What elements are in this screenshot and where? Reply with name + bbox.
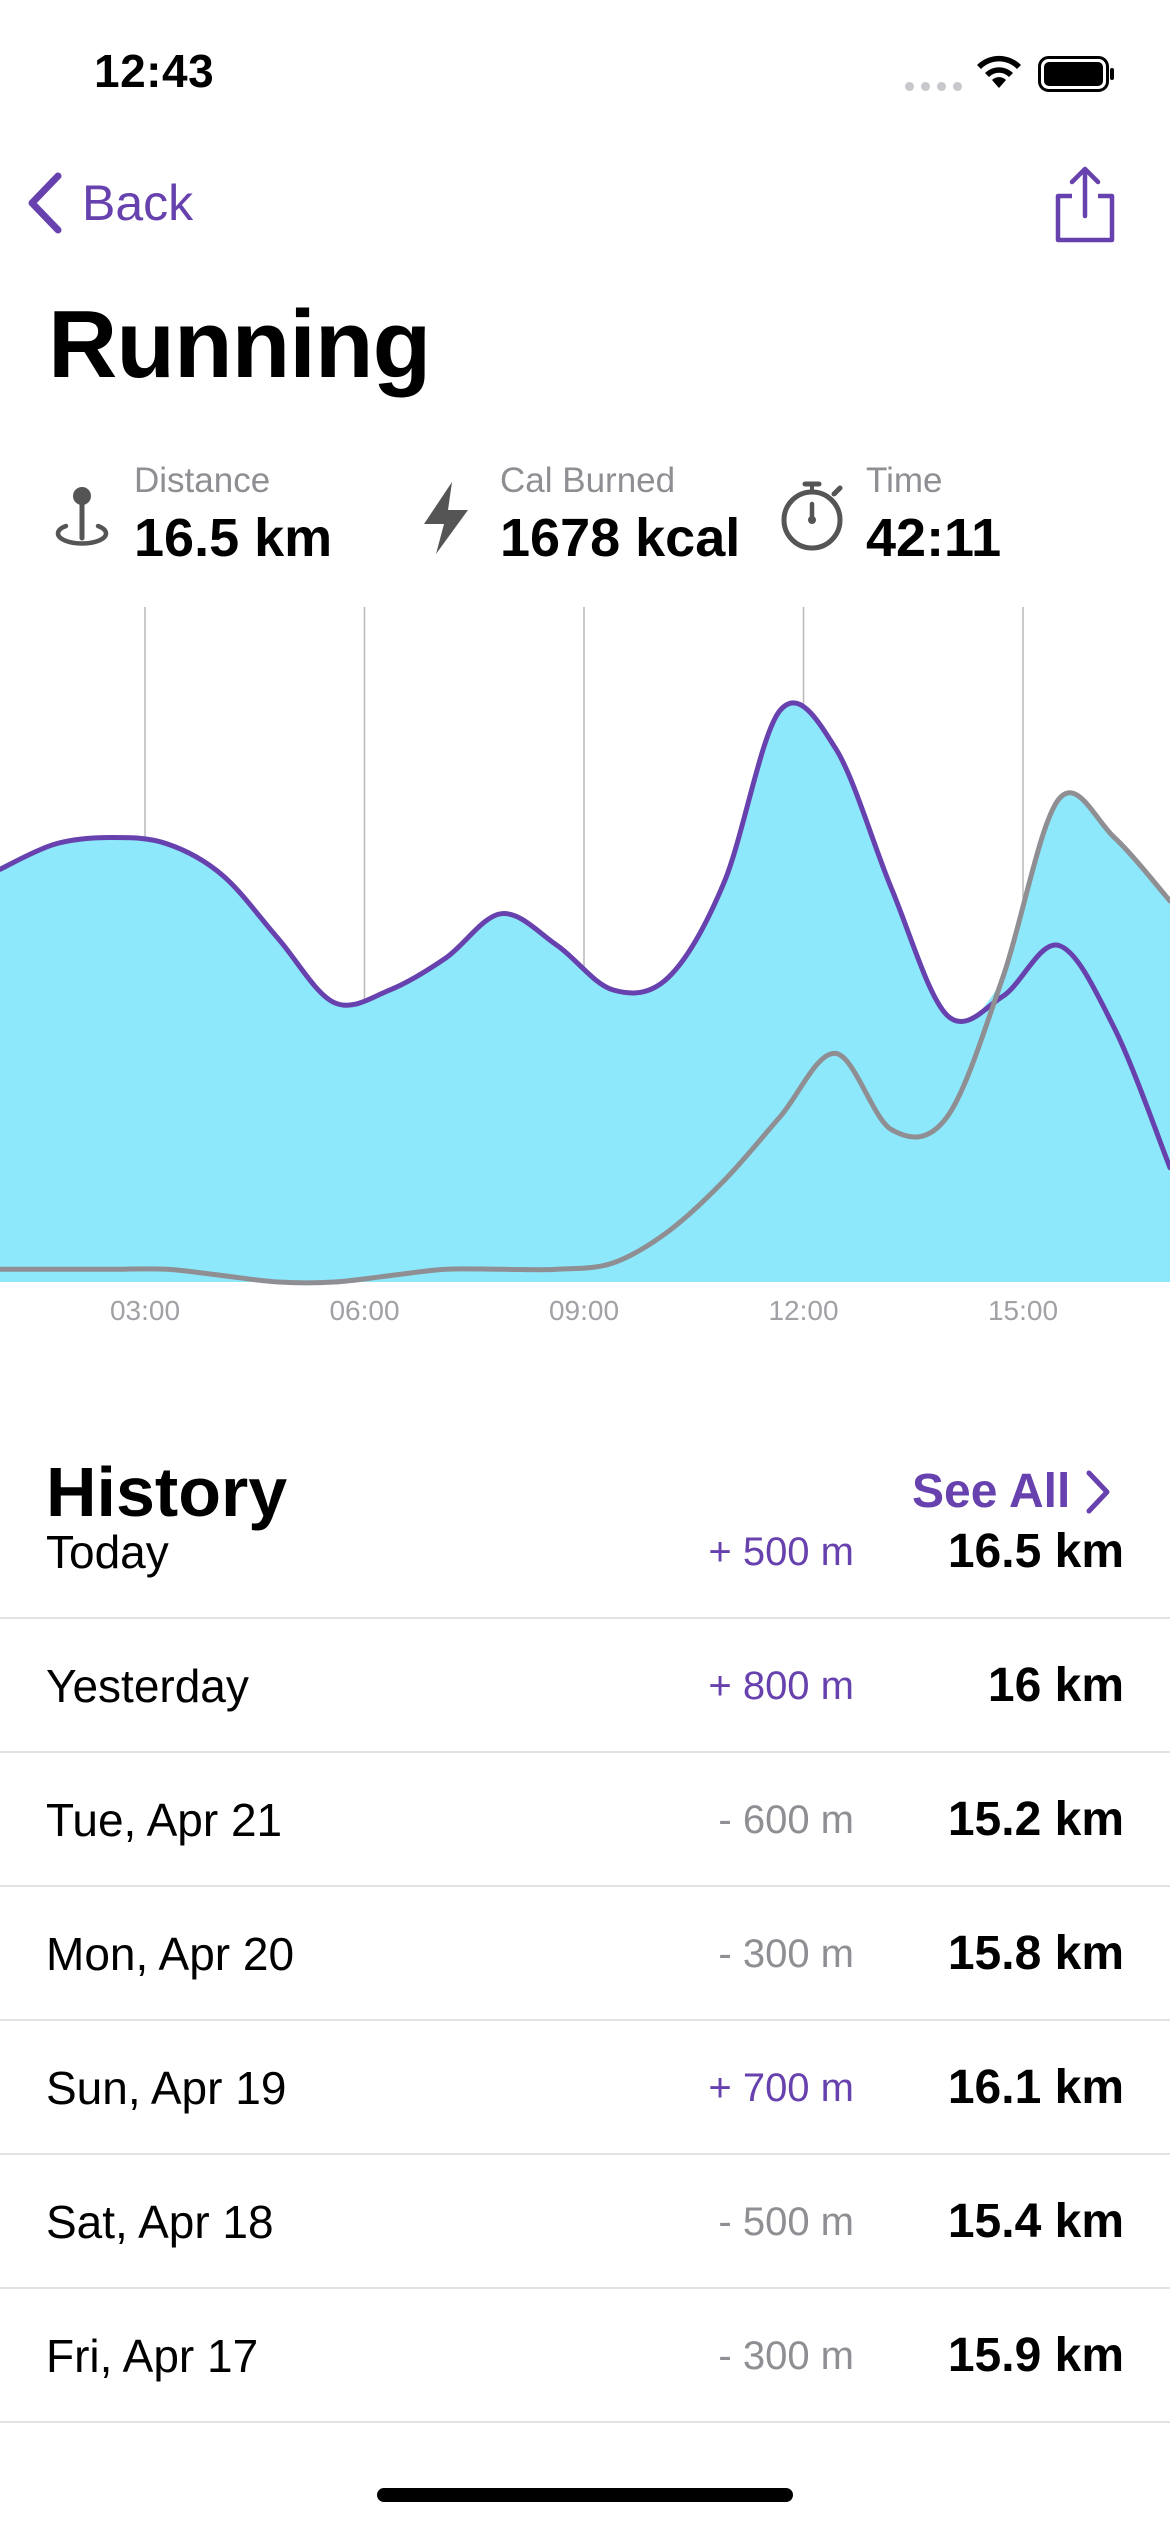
stat-distance-label: Distance xyxy=(134,461,271,500)
history-row[interactable]: Tue, Apr 21 - 600 m 15.2 km xyxy=(0,1753,1170,1887)
status-time: 12:43 xyxy=(94,45,215,97)
chevron-right-icon xyxy=(1086,1470,1110,1513)
chart-x-ticks: 03:00 06:00 09:00 12:00 15:00 xyxy=(110,1295,1058,1326)
history-row-delta: - 500 m xyxy=(718,2200,854,2244)
chart-area-fill xyxy=(0,702,1170,1282)
history-row-delta: + 500 m xyxy=(708,1530,854,1574)
history-row-distance: 15.4 km xyxy=(947,2195,1124,2248)
row-divider xyxy=(0,1751,1170,1753)
page-title: Running xyxy=(48,291,431,398)
history-row-date: Today xyxy=(46,1526,169,1578)
row-divider xyxy=(0,2153,1170,2155)
history-row-date: Mon, Apr 20 xyxy=(46,1928,295,1980)
row-divider xyxy=(0,2421,1170,2423)
row-divider xyxy=(0,2019,1170,2021)
stat-distance: Distance 16.5 km xyxy=(50,460,332,572)
share-button[interactable] xyxy=(1050,166,1120,249)
history-row-distance: 15.8 km xyxy=(947,1927,1124,1980)
chart-line-series-1 xyxy=(0,700,1170,1171)
history-title: History xyxy=(46,1453,288,1531)
history-row-date: Sat, Apr 18 xyxy=(46,2196,274,2248)
see-all-button[interactable]: See All xyxy=(912,1464,1112,1519)
history-row-distance: 15.2 km xyxy=(947,1793,1124,1846)
history-row-delta: + 700 m xyxy=(708,2066,854,2110)
home-indicator[interactable] xyxy=(377,2488,793,2502)
share-icon xyxy=(1055,166,1115,243)
stat-time-label: Time xyxy=(866,461,943,500)
cellular-signal-icon xyxy=(905,82,962,91)
running-chart: 03:00 06:00 09:00 12:00 15:00 xyxy=(0,607,1170,1326)
stat-time: Time 42:11 xyxy=(778,460,1001,570)
stat-calories: Cal Burned 1678 kcal xyxy=(418,460,740,570)
stopwatch-icon xyxy=(781,481,843,551)
stat-time-value: 42:11 xyxy=(866,508,1002,568)
x-tick-label: 06:00 xyxy=(329,1295,399,1326)
history-row-distance: 16.1 km xyxy=(947,2061,1124,2114)
chevron-left-icon xyxy=(28,172,62,234)
history-row-delta: - 300 m xyxy=(718,1932,854,1976)
chart-line-series-2 xyxy=(0,790,1170,1286)
row-divider xyxy=(0,1617,1170,1619)
battery-icon xyxy=(1038,56,1114,92)
history-row-date: Fri, Apr 17 xyxy=(46,2330,259,2382)
history-row[interactable]: Sat, Apr 18 - 500 m 15.4 km xyxy=(0,2155,1170,2289)
wifi-icon xyxy=(977,55,1021,88)
row-divider xyxy=(0,2287,1170,2289)
history-row[interactable]: Yesterday + 800 m 16 km xyxy=(0,1619,1170,1753)
history-row-delta: + 800 m xyxy=(708,1664,854,1708)
x-tick-label: 03:00 xyxy=(110,1295,180,1326)
history-row-date: Tue, Apr 21 xyxy=(46,1794,283,1846)
back-button[interactable]: Back xyxy=(24,172,193,234)
history-row-distance: 15.9 km xyxy=(947,2329,1124,2382)
history-row-date: Sun, Apr 19 xyxy=(46,2062,287,2114)
stat-calories-value: 1678 kcal xyxy=(500,508,741,568)
history-list: Today + 500 m 16.5 km Yesterday + 800 m 16 km… xyxy=(0,1485,1170,2425)
history-row-delta: - 600 m xyxy=(718,1798,854,1842)
x-tick-label: 12:00 xyxy=(768,1295,838,1326)
history-row-date: Yesterday xyxy=(46,1660,249,1712)
stat-calories-label: Cal Burned xyxy=(500,461,676,500)
location-pin-icon xyxy=(55,487,109,546)
see-all-label: See All xyxy=(912,1465,1071,1518)
history-row[interactable]: Today + 500 m 16.5 km xyxy=(0,1485,1170,1619)
x-tick-label: 15:00 xyxy=(988,1295,1058,1326)
history-row-distance: 16 km xyxy=(987,1659,1124,1712)
row-divider xyxy=(0,1885,1170,1887)
x-tick-label: 09:00 xyxy=(549,1295,619,1326)
history-row[interactable]: Fri, Apr 17 - 300 m 15.9 km xyxy=(0,2289,1170,2423)
history-row[interactable]: Sun, Apr 19 + 700 m 16.1 km xyxy=(0,2021,1170,2155)
history-row-delta: - 300 m xyxy=(718,2334,854,2378)
back-label: Back xyxy=(82,175,194,231)
stat-distance-value: 16.5 km xyxy=(134,508,333,568)
history-row[interactable]: Mon, Apr 20 - 300 m 15.8 km xyxy=(0,1887,1170,2021)
history-row-distance: 16.5 km xyxy=(947,1525,1124,1578)
lightning-bolt-icon xyxy=(424,482,468,554)
